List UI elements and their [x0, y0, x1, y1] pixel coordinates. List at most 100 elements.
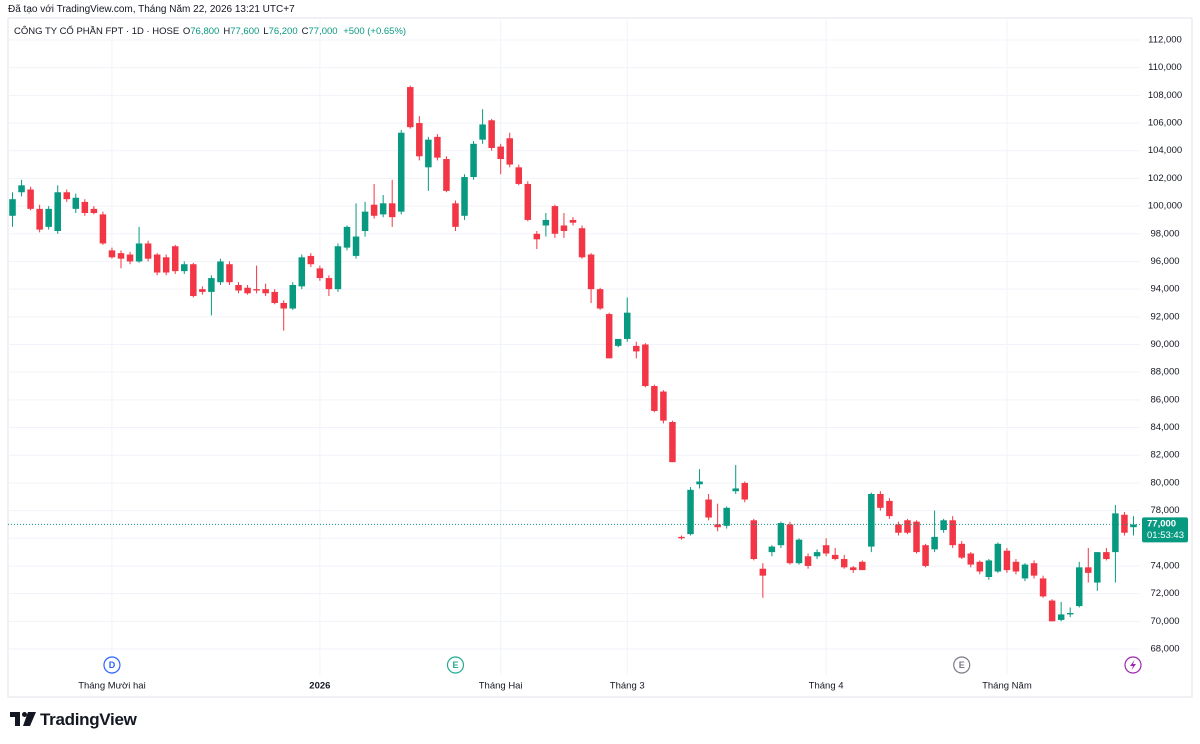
- candle-body: [786, 524, 794, 564]
- event-label: E: [452, 660, 458, 670]
- event-marker[interactable]: E: [953, 656, 971, 674]
- candle-body: [768, 546, 776, 553]
- candle-body: [831, 554, 839, 560]
- candle-body: [9, 199, 16, 216]
- candle-body: [822, 545, 830, 554]
- y-tick-label: 84,000: [1150, 422, 1179, 433]
- candle-body: [714, 524, 721, 528]
- candle-body: [940, 520, 947, 530]
- candle-body: [45, 208, 52, 227]
- candle-body: [669, 422, 676, 463]
- candle-body: [325, 278, 333, 290]
- candle-body: [443, 159, 450, 191]
- candle-body: [1112, 513, 1119, 553]
- candle-body: [696, 481, 703, 485]
- ohlc-value: 77,000: [308, 26, 338, 37]
- candle-body: [343, 226, 351, 248]
- y-tick-label: 82,000: [1150, 450, 1179, 461]
- candle-body: [244, 287, 251, 294]
- candle-body: [162, 257, 170, 273]
- event-marker[interactable]: E: [446, 656, 465, 674]
- candle-body: [497, 146, 504, 160]
- candle-body: [298, 257, 306, 287]
- candle-body: [732, 488, 739, 492]
- event-circle: [103, 656, 121, 674]
- event-circle: [446, 656, 465, 674]
- candle-body: [108, 250, 116, 258]
- y-tick-label: 102,000: [1148, 173, 1182, 184]
- y-tick-label: 74,000: [1150, 560, 1179, 571]
- y-tick-label: 108,000: [1148, 90, 1182, 101]
- candle-body: [1039, 578, 1047, 597]
- event-marker[interactable]: D: [103, 656, 121, 674]
- candle-body: [289, 284, 297, 309]
- y-tick-label: 106,000: [1148, 118, 1182, 129]
- y-tick-label: 86,000: [1150, 394, 1179, 405]
- y-tick-label: 110,000: [1148, 62, 1182, 73]
- candle-body: [578, 228, 586, 258]
- candle-body: [958, 543, 965, 558]
- candle-body: [72, 197, 80, 209]
- y-tick-label: 72,000: [1150, 588, 1179, 599]
- last-price-box: [1142, 517, 1188, 543]
- candle-body: [614, 338, 622, 346]
- candle-body: [1057, 614, 1065, 620]
- change: +500 (+0.65%): [343, 26, 407, 37]
- x-tick-label: Tháng 3: [610, 681, 645, 692]
- candle-body: [623, 312, 631, 339]
- y-tick-label: 68,000: [1150, 644, 1179, 655]
- candle-body: [470, 143, 477, 178]
- candle-body: [1075, 567, 1083, 607]
- event-label: D: [109, 660, 116, 670]
- candle-body: [1003, 550, 1011, 571]
- candle-body: [316, 268, 324, 279]
- event-circle: [953, 656, 971, 674]
- dividend-event-marker[interactable]: [1124, 656, 1142, 674]
- candle-body: [262, 289, 269, 294]
- logo-part: [22, 712, 27, 717]
- candle-body: [651, 386, 658, 411]
- last-price-label: 77,000: [1147, 518, 1176, 529]
- candle-body: [208, 278, 215, 292]
- candle-body: [922, 545, 929, 566]
- candle-body: [479, 124, 486, 140]
- candle-body: [81, 201, 89, 214]
- candle-body: [795, 539, 803, 564]
- candle-body: [199, 289, 206, 292]
- brand-logo: [10, 712, 36, 726]
- candle-body: [117, 253, 125, 259]
- candle-body: [135, 243, 143, 262]
- candle-body: [741, 482, 749, 500]
- candle-body: [687, 489, 694, 535]
- candle-body: [524, 183, 532, 220]
- candle-body: [642, 344, 649, 387]
- x-tick-label: Tháng 4: [809, 681, 844, 692]
- candle-body: [804, 556, 812, 566]
- ohlc-key: L: [263, 26, 269, 37]
- candle-body: [90, 208, 98, 214]
- logo-part: [23, 712, 36, 726]
- x-tick-label: Tháng Hai: [479, 681, 523, 692]
- y-tick-label: 80,000: [1150, 477, 1179, 488]
- candle-body: [452, 203, 459, 227]
- candle-body: [181, 264, 188, 272]
- candle-body: [334, 246, 342, 290]
- y-tick-label: 112,000: [1148, 35, 1182, 46]
- candle-body: [280, 302, 287, 309]
- candle-body: [560, 225, 568, 232]
- created-note: Đã tạo với TradingView.com, Tháng Năm 22…: [8, 4, 295, 15]
- candle-body: [605, 314, 613, 359]
- candle-body: [226, 264, 233, 283]
- y-tick-label: 70,000: [1150, 616, 1179, 627]
- candle-body: [886, 500, 893, 517]
- candle-body: [271, 291, 278, 303]
- candle-body: [1066, 613, 1074, 615]
- candle-body: [569, 219, 577, 223]
- candle-body: [913, 521, 920, 553]
- symbol-legend: CÔNG TY CỔ PHẦN FPT · 1D · HOSE O76,800 H…: [14, 26, 409, 37]
- candle-body: [253, 289, 260, 291]
- ohlc-key: C: [301, 26, 309, 37]
- candle-body: [859, 561, 866, 571]
- candle-body: [425, 139, 432, 168]
- candle-body: [705, 499, 712, 518]
